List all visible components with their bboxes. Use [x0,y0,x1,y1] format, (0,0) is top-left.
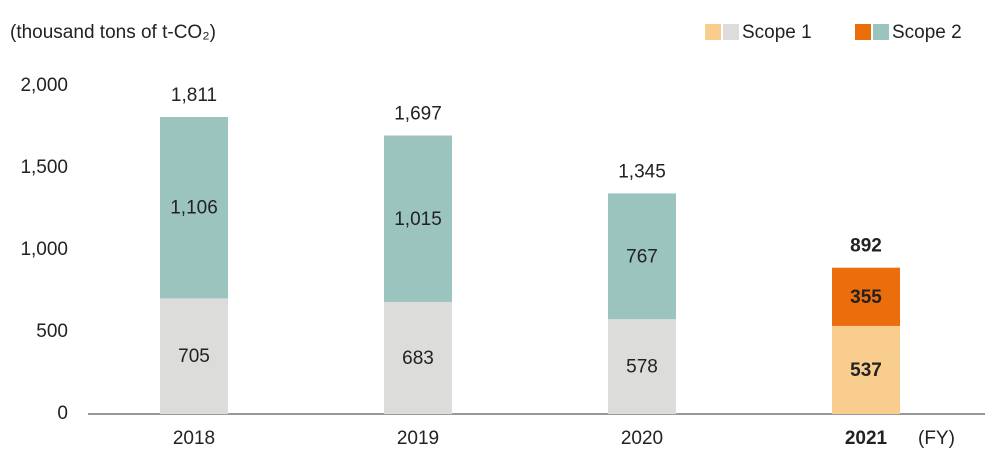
x-axis-label: (FY) [918,428,955,449]
total-label: 1,697 [394,104,442,125]
value-label: 705 [178,346,210,367]
total-label: 892 [850,236,882,257]
bar-segment [608,193,676,320]
total-label: 1,345 [618,161,666,182]
value-label: 1,106 [170,198,218,219]
x-tick-label: 2018 [173,428,215,449]
legend-label: Scope 1 [742,22,812,43]
bar-segment [384,135,452,302]
y-tick-label: 1,000 [20,239,68,260]
value-label: 1,015 [394,209,442,230]
legend-swatch [873,24,889,40]
bar-segment [384,301,452,414]
value-label: 355 [850,287,882,308]
legend-swatch [705,24,721,40]
bar-segment [832,267,900,326]
bar-segment [832,325,900,414]
total-label: 1,811 [171,85,217,106]
value-label: 767 [626,246,658,267]
y-tick-label: 0 [57,403,68,424]
x-tick-label: 2020 [621,428,663,449]
y-axis-label: (thousand tons of t-CO₂) [10,22,216,43]
value-label: 578 [626,357,658,378]
legend-swatch [855,24,871,40]
legend-label: Scope 2 [892,22,962,43]
legend-swatch [723,24,739,40]
x-tick-label: 2019 [397,428,439,449]
value-label: 537 [850,360,882,381]
y-tick-label: 1,500 [20,157,68,178]
bar-segment [160,116,228,299]
y-tick-label: 500 [36,321,68,342]
x-tick-label: 2021 [845,428,888,449]
y-tick-label: 2,000 [20,75,68,96]
value-label: 683 [402,348,434,369]
bar-segment [160,298,228,414]
bar-segment [608,319,676,414]
